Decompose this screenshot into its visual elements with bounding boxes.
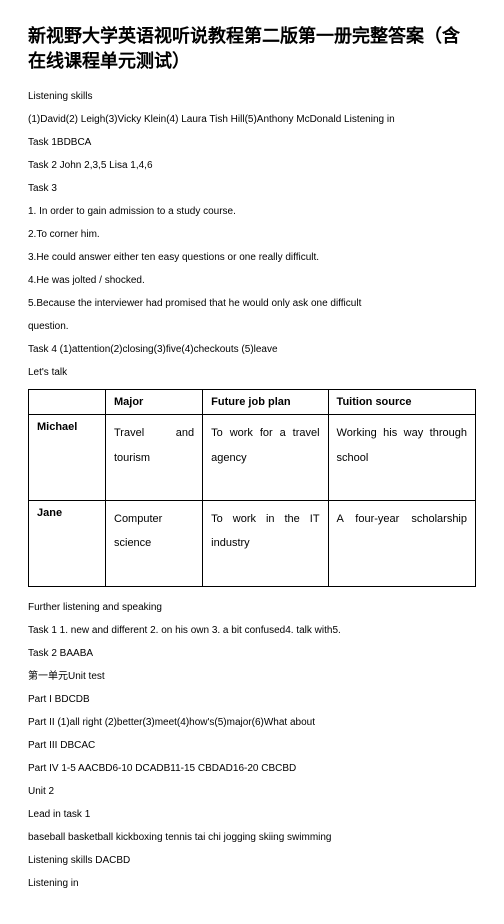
content-after-table: Further listening and speaking Task 1 1. … xyxy=(28,601,476,890)
text-line: Unit 2 xyxy=(28,785,476,798)
text-line: Listening skills xyxy=(28,90,476,103)
row-major: Computer science xyxy=(106,500,203,586)
header-major: Major xyxy=(106,390,203,415)
page-title: 新视野大学英语视听说教程第二版第一册完整答案（含在线课程单元测试） xyxy=(28,24,476,74)
text-line: Task 2 BAABA xyxy=(28,647,476,660)
header-plan: Future job plan xyxy=(203,390,328,415)
text-line: Task 1BDBCA xyxy=(28,136,476,149)
header-tuition: Tuition source xyxy=(328,390,475,415)
text-line: Listening skills DACBD xyxy=(28,854,476,867)
text-line: Part IV 1-5 AACBD6-10 DCADB11-15 CBDAD16… xyxy=(28,762,476,775)
text-line: Listening in xyxy=(28,877,476,890)
text-line: Let's talk xyxy=(28,366,476,379)
text-line: Part III DBCAC xyxy=(28,739,476,752)
text-line: Part I BDCDB xyxy=(28,693,476,706)
text-line: Part II (1)all right (2)better(3)meet(4)… xyxy=(28,716,476,729)
row-tuition: Working his way through school xyxy=(328,415,475,501)
text-line: 3.He could answer either ten easy questi… xyxy=(28,251,476,264)
text-line: Lead in task 1 xyxy=(28,808,476,821)
text-line: Task 2 John 2,3,5 Lisa 1,4,6 xyxy=(28,159,476,172)
content-before-table: Listening skills (1)David(2) Leigh(3)Vick… xyxy=(28,90,476,379)
text-line: Task 4 (1)attention(2)closing(3)five(4)c… xyxy=(28,343,476,356)
text-line: baseball basketball kickboxing tennis ta… xyxy=(28,831,476,844)
row-major: Travel and tourism xyxy=(106,415,203,501)
table-row: Michael Travel and tourism To work for a… xyxy=(29,415,476,501)
row-name: Jane xyxy=(29,500,106,586)
text-line: Task 1 1. new and different 2. on his ow… xyxy=(28,624,476,637)
text-line: 第一单元Unit test xyxy=(28,670,476,683)
text-line: 1. In order to gain admission to a study… xyxy=(28,205,476,218)
text-line: Further listening and speaking xyxy=(28,601,476,614)
row-plan: To work in the IT industry xyxy=(203,500,328,586)
row-tuition: A four-year scholarship xyxy=(328,500,475,586)
row-name: Michael xyxy=(29,415,106,501)
table-header-row: Major Future job plan Tuition source xyxy=(29,390,476,415)
row-plan: To work for a travel agency xyxy=(203,415,328,501)
text-line: question. xyxy=(28,320,476,333)
text-line: Task 3 xyxy=(28,182,476,195)
text-line: (1)David(2) Leigh(3)Vicky Klein(4) Laura… xyxy=(28,113,476,126)
answers-table: Major Future job plan Tuition source Mic… xyxy=(28,389,476,586)
text-line: 4.He was jolted / shocked. xyxy=(28,274,476,287)
header-empty xyxy=(29,390,106,415)
table-row: Jane Computer science To work in the IT … xyxy=(29,500,476,586)
text-line: 5.Because the interviewer had promised t… xyxy=(28,297,476,310)
text-line: 2.To corner him. xyxy=(28,228,476,241)
